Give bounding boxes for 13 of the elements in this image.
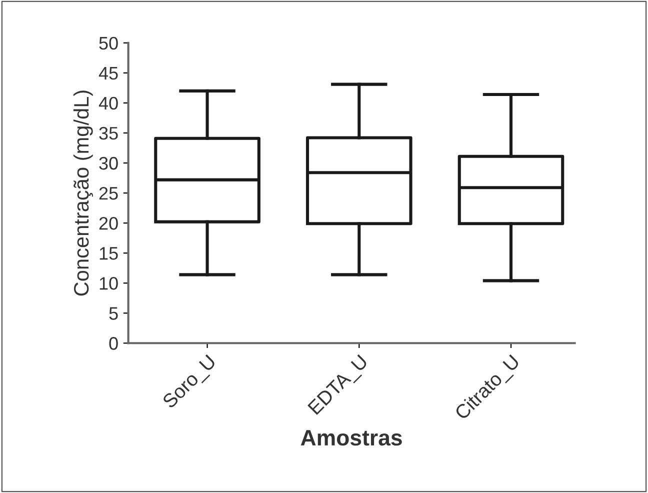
y-tick-label: 50 (99, 36, 118, 50)
y-tick-label: 20 (99, 216, 118, 230)
y-tick-label: 25 (99, 186, 118, 200)
x-axis-title: Amostras (300, 430, 402, 446)
y-tick-label: 15 (100, 247, 118, 260)
y-tick-label: 45 (98, 67, 118, 80)
y-tick-label: 10 (100, 277, 118, 290)
y-axis-title: Concentração (mg/dL) (73, 90, 93, 296)
y-tick-label: 30 (99, 156, 118, 170)
y-tick-label: 35 (99, 126, 118, 140)
y-tick-label: 40 (98, 96, 118, 110)
y-tick-label: 0 (109, 337, 118, 350)
y-tick-label: 5 (109, 307, 118, 320)
